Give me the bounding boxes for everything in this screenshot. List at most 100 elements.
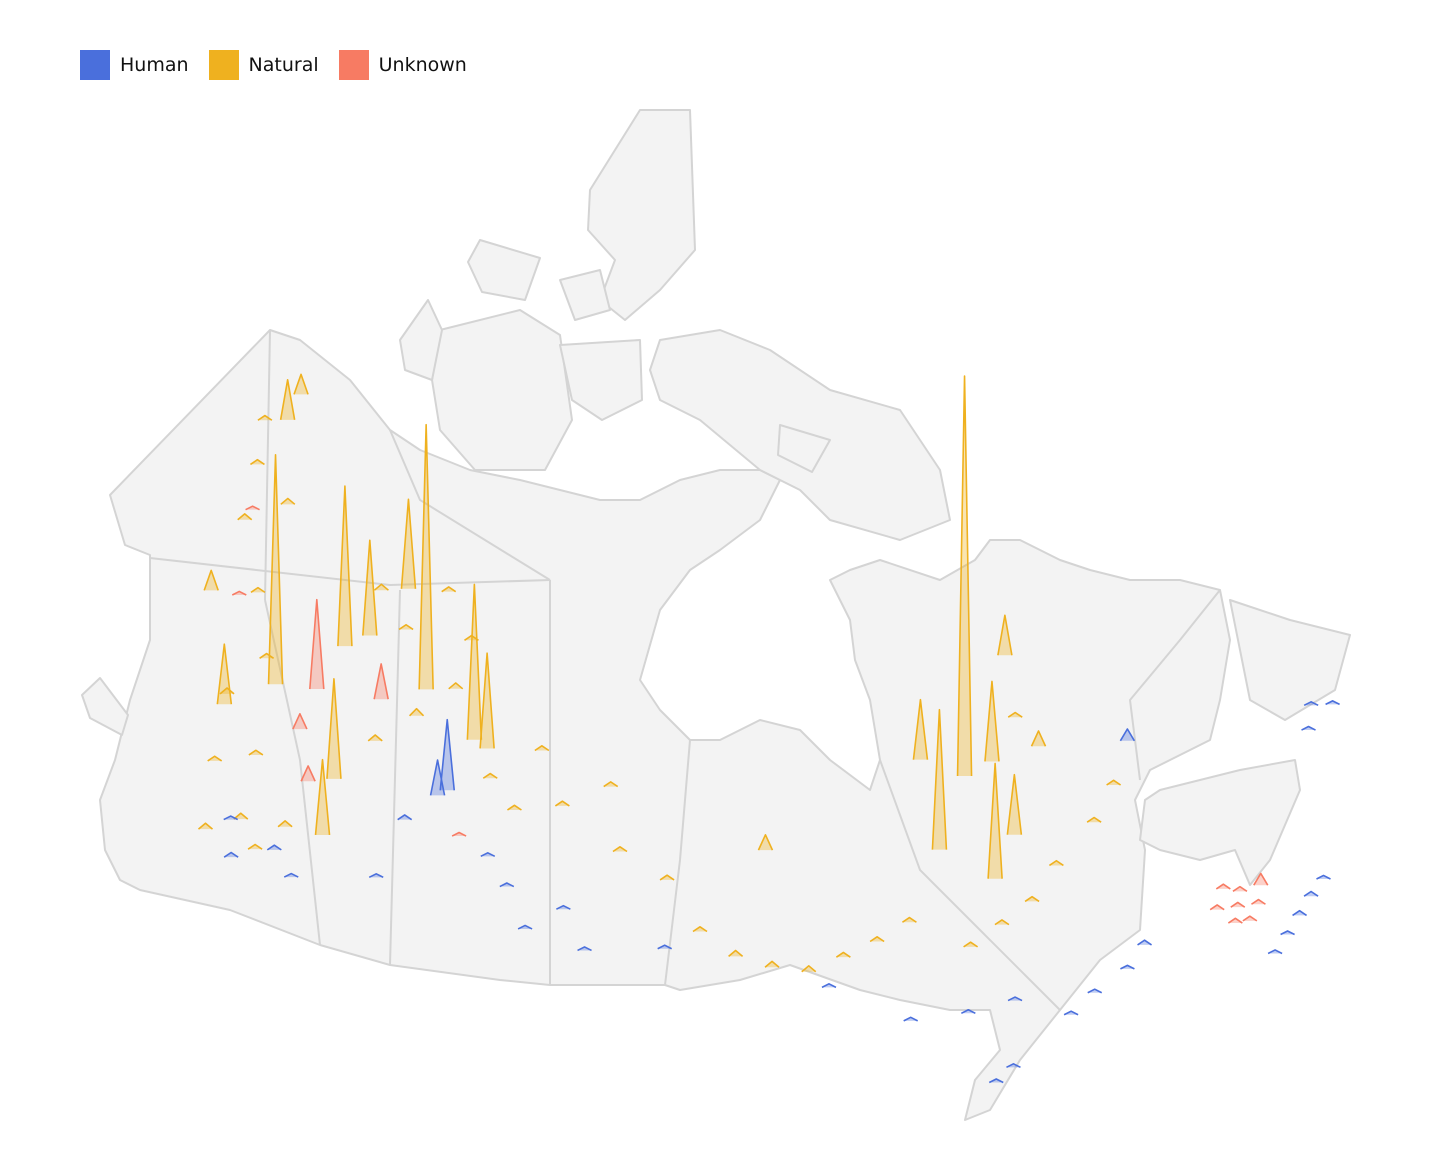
fire-spike	[994, 919, 1010, 926]
fire-spike	[956, 375, 973, 777]
fire-spike	[245, 505, 260, 511]
banks-island	[399, 299, 443, 381]
fire-spike	[1242, 915, 1258, 922]
fire-spike	[277, 820, 293, 828]
fire-spike	[300, 765, 316, 782]
border	[389, 429, 551, 581]
border	[389, 589, 401, 966]
fire-spike	[963, 941, 979, 948]
fire-spike	[1253, 872, 1269, 886]
fire-spike	[398, 623, 414, 631]
legend-swatch	[208, 50, 239, 80]
southampton-island	[777, 424, 831, 473]
legend-label: Human	[120, 54, 189, 76]
fire-spike	[451, 831, 467, 837]
fire-spike	[1087, 988, 1103, 994]
fire-spike	[1251, 898, 1266, 905]
fire-spike	[400, 498, 417, 589]
fire-spike	[1086, 816, 1102, 823]
border	[149, 557, 551, 587]
fire-spike	[1030, 730, 1047, 747]
fire-spike	[1137, 939, 1152, 946]
fire-spike	[659, 874, 675, 881]
newfoundland	[1229, 599, 1351, 721]
fire-spike	[612, 846, 628, 853]
fire-spike	[901, 916, 917, 923]
fire-spike	[439, 718, 456, 791]
fire-spike	[367, 734, 383, 742]
fire-spike	[1006, 773, 1023, 835]
arctic-island	[559, 269, 611, 321]
legend: Human Natural Unknown	[80, 50, 467, 80]
basemap	[81, 109, 1351, 1121]
maritimes	[1139, 759, 1301, 886]
fire-spike	[373, 663, 389, 700]
fire-spike	[292, 712, 308, 730]
fire-spike	[821, 983, 837, 989]
fire-spike	[237, 513, 253, 521]
fire-spike	[499, 882, 515, 888]
victoria-island	[431, 309, 573, 471]
fire-spike	[314, 758, 331, 836]
fire-spike	[408, 707, 425, 717]
fire-spike	[368, 872, 384, 879]
fire-spike	[266, 844, 282, 851]
fire-spike	[1215, 883, 1231, 890]
fire-spike	[250, 586, 266, 594]
fire-spike	[835, 951, 851, 958]
fire-spike	[257, 414, 273, 421]
fire-spike	[203, 569, 219, 591]
fire-spike	[482, 772, 498, 779]
fire-spike	[326, 678, 342, 779]
border	[664, 739, 691, 986]
legend-item: Natural	[208, 50, 319, 80]
fire-spike	[757, 834, 774, 851]
fire-spike	[912, 698, 929, 760]
fire-spike	[418, 423, 434, 690]
fire-spike	[207, 755, 223, 762]
fire-spike	[1325, 700, 1340, 706]
fire-spike	[554, 800, 570, 807]
arctic-island	[559, 339, 643, 421]
legend-swatch	[80, 50, 110, 80]
fire-spike	[293, 373, 309, 395]
legend-item: Unknown	[338, 50, 467, 80]
fire-spike	[280, 497, 296, 505]
mainland	[99, 329, 1231, 1121]
fire-spike	[1280, 930, 1295, 936]
legend-label: Unknown	[378, 54, 467, 76]
fire-spike	[1301, 725, 1316, 731]
fire-spike	[283, 872, 299, 878]
fire-spike	[279, 379, 296, 420]
fire-spike	[1292, 909, 1308, 917]
arctic-island	[467, 239, 541, 301]
fire-spike	[249, 458, 265, 466]
fire-spike	[1048, 859, 1064, 867]
fire-spike	[903, 1016, 919, 1022]
legend-item: Human	[80, 50, 189, 80]
fire-spike	[309, 598, 325, 690]
fire-spike	[692, 925, 708, 933]
fire-spike	[1209, 904, 1225, 911]
fire-spike	[197, 822, 214, 830]
fire-spike	[448, 682, 464, 690]
fire-spike	[1006, 1063, 1021, 1069]
fire-spike	[267, 453, 284, 685]
legend-swatch	[338, 50, 369, 80]
fire-spike	[373, 583, 389, 591]
fire-spike	[1106, 779, 1122, 786]
fire-spike	[534, 745, 550, 752]
fire-spike	[479, 652, 495, 749]
fire-spike	[216, 643, 233, 705]
fire-spike	[728, 949, 744, 957]
fire-spike	[657, 944, 673, 950]
fire-spike	[987, 762, 1003, 879]
fire-spike	[517, 924, 533, 930]
fire-spike	[931, 708, 948, 850]
fire-spike	[480, 851, 496, 858]
fire-spike	[1316, 874, 1331, 880]
fire-spike	[801, 965, 817, 973]
fire-spike	[1007, 711, 1023, 718]
